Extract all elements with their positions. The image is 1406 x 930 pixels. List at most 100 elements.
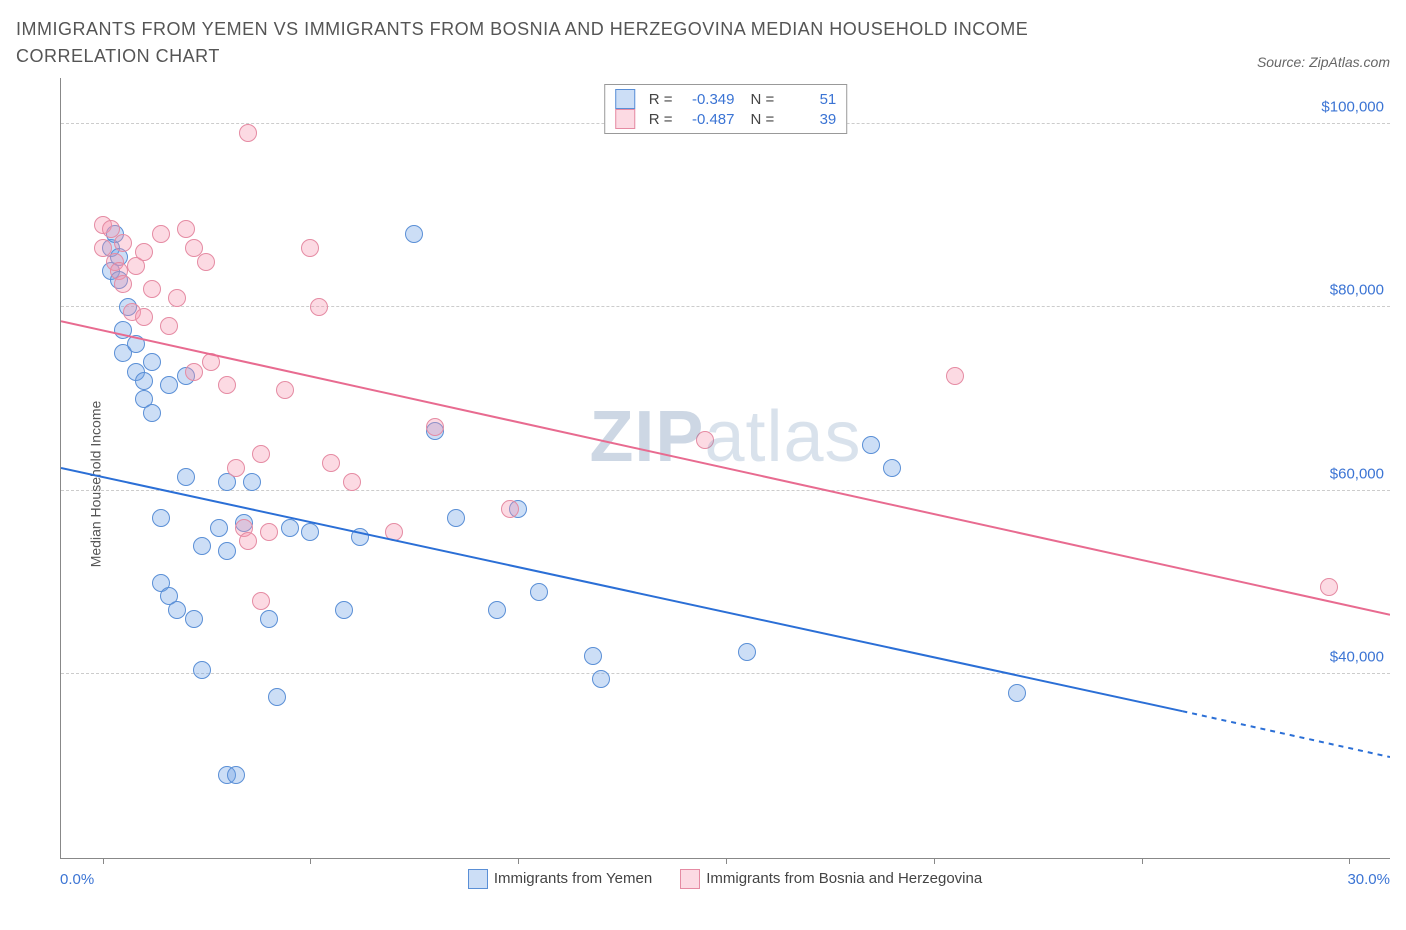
data-point — [335, 601, 353, 619]
chart-container: Median Household Income ZIPatlas R =-0.3… — [16, 78, 1390, 889]
legend-series-name: Immigrants from Bosnia and Herzegovina — [706, 870, 982, 887]
data-point — [114, 234, 132, 252]
x-tick — [103, 858, 104, 864]
data-point — [160, 376, 178, 394]
gridline — [61, 306, 1390, 307]
data-point — [447, 509, 465, 527]
legend-n-label: N = — [751, 111, 775, 128]
data-point — [197, 253, 215, 271]
x-tick — [726, 858, 727, 864]
data-point — [405, 225, 423, 243]
x-tick — [1142, 858, 1143, 864]
data-point — [488, 601, 506, 619]
data-point — [135, 372, 153, 390]
data-point — [738, 643, 756, 661]
source-attribution: Source: ZipAtlas.com — [1257, 54, 1390, 70]
data-point — [501, 500, 519, 518]
x-tick — [310, 858, 311, 864]
data-point — [227, 766, 245, 784]
data-point — [530, 583, 548, 601]
legend-r-label: R = — [649, 91, 673, 108]
data-point — [260, 523, 278, 541]
data-point — [143, 353, 161, 371]
data-point — [862, 436, 880, 454]
y-tick-label: $100,000 — [1321, 98, 1384, 115]
legend-r-label: R = — [649, 111, 673, 128]
gridline — [61, 673, 1390, 674]
data-point — [260, 610, 278, 628]
data-point — [1320, 578, 1338, 596]
y-tick-label: $40,000 — [1330, 649, 1384, 666]
data-point — [252, 445, 270, 463]
x-tick — [934, 858, 935, 864]
data-point — [301, 239, 319, 257]
x-tick — [1349, 858, 1350, 864]
y-tick-label: $80,000 — [1330, 282, 1384, 299]
chart-title: IMMIGRANTS FROM YEMEN VS IMMIGRANTS FROM… — [16, 16, 1116, 70]
series-legend: Immigrants from Yemen Immigrants from Bos… — [468, 869, 982, 889]
data-point — [143, 404, 161, 422]
legend-r-value: -0.349 — [681, 91, 735, 108]
legend-n-value: 51 — [782, 91, 836, 108]
data-point — [946, 367, 964, 385]
legend-swatch — [615, 89, 635, 109]
data-point — [168, 601, 186, 619]
trend-lines — [61, 78, 1390, 858]
data-point — [185, 610, 203, 628]
data-point — [168, 289, 186, 307]
data-point — [592, 670, 610, 688]
data-point — [239, 532, 257, 550]
data-point — [343, 473, 361, 491]
data-point — [193, 537, 211, 555]
data-point — [152, 225, 170, 243]
data-point — [696, 431, 714, 449]
legend-swatch — [680, 869, 700, 889]
gridline — [61, 490, 1390, 491]
watermark: ZIPatlas — [589, 396, 861, 478]
data-point — [177, 468, 195, 486]
y-tick-label: $60,000 — [1330, 465, 1384, 482]
data-point — [301, 523, 319, 541]
data-point — [202, 353, 220, 371]
data-point — [193, 661, 211, 679]
x-axis-max-label: 30.0% — [1310, 871, 1390, 888]
data-point — [127, 335, 145, 353]
data-point — [268, 688, 286, 706]
data-point — [322, 454, 340, 472]
data-point — [185, 363, 203, 381]
data-point — [276, 381, 294, 399]
data-point — [177, 220, 195, 238]
data-point — [135, 243, 153, 261]
legend-stat-row: R =-0.349N =51 — [615, 89, 837, 109]
legend-stat-row: R = -0.487 N = 39 — [615, 109, 837, 129]
data-point — [114, 275, 132, 293]
x-axis-min-label: 0.0% — [60, 871, 140, 888]
data-point — [385, 523, 403, 541]
data-point — [143, 280, 161, 298]
data-point — [584, 647, 602, 665]
data-point — [310, 298, 328, 316]
data-point — [218, 542, 236, 560]
data-point — [152, 509, 170, 527]
data-point — [351, 528, 369, 546]
legend-r-value: -0.487 — [681, 111, 735, 128]
legend-swatch — [468, 869, 488, 889]
legend-n-value: 39 — [782, 111, 836, 128]
data-point — [252, 592, 270, 610]
data-point — [227, 459, 245, 477]
x-tick — [518, 858, 519, 864]
legend-item: Immigrants from Bosnia and Herzegovina — [680, 869, 982, 889]
x-axis-row: 0.0% Immigrants from YemenImmigrants fro… — [60, 859, 1390, 889]
data-point — [281, 519, 299, 537]
plot-area: ZIPatlas R = -0.349 N = 51R = -0.487 N = 39 $4… — [60, 78, 1390, 859]
data-point — [426, 418, 444, 436]
data-point — [883, 459, 901, 477]
data-point — [239, 124, 257, 142]
data-point — [243, 473, 261, 491]
data-point — [135, 308, 153, 326]
data-point — [160, 317, 178, 335]
data-point — [210, 519, 228, 537]
legend-item: Immigrants from Yemen — [468, 869, 652, 889]
data-point — [1008, 684, 1026, 702]
data-point — [218, 376, 236, 394]
